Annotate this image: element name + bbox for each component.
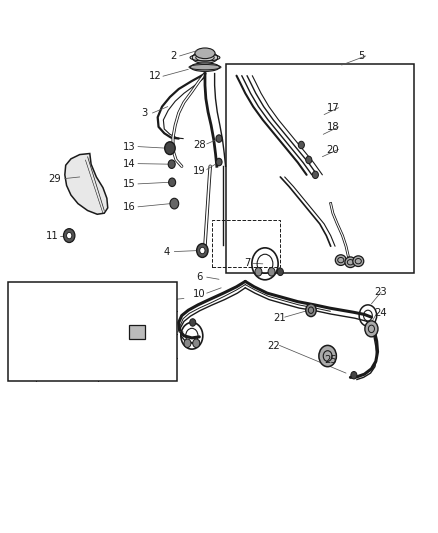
- Text: 13: 13: [123, 142, 135, 151]
- Text: 15: 15: [123, 179, 136, 189]
- Text: 10: 10: [193, 289, 205, 299]
- Circle shape: [64, 229, 75, 243]
- Text: 11: 11: [46, 231, 59, 240]
- Text: 7: 7: [244, 259, 251, 268]
- Text: 24: 24: [375, 309, 387, 318]
- Text: ⊕: ⊕: [19, 365, 25, 374]
- Text: 4: 4: [163, 247, 170, 256]
- Circle shape: [298, 141, 304, 149]
- Ellipse shape: [336, 255, 346, 265]
- Circle shape: [193, 339, 200, 348]
- Circle shape: [351, 372, 357, 379]
- Text: KEY  No.: KEY No.: [44, 292, 90, 301]
- Circle shape: [306, 156, 312, 164]
- Text: 23: 23: [375, 287, 387, 297]
- Circle shape: [197, 244, 208, 257]
- Text: 14: 14: [123, 159, 135, 168]
- Text: 21: 21: [273, 313, 286, 323]
- Ellipse shape: [353, 256, 364, 266]
- Polygon shape: [65, 154, 108, 214]
- Circle shape: [216, 135, 222, 142]
- Text: 1: 1: [144, 296, 150, 306]
- Bar: [212, 220, 280, 266]
- Text: 19: 19: [193, 166, 206, 175]
- Bar: [129, 326, 145, 338]
- Text: 12: 12: [149, 71, 162, 81]
- Text: 17: 17: [326, 103, 339, 112]
- Ellipse shape: [192, 52, 218, 63]
- Circle shape: [170, 198, 179, 209]
- Text: 16: 16: [123, 202, 136, 212]
- Text: 18: 18: [327, 122, 339, 132]
- Circle shape: [200, 247, 205, 254]
- Text: 3: 3: [141, 108, 148, 118]
- Circle shape: [255, 268, 262, 276]
- Text: 22: 22: [267, 342, 280, 351]
- Text: 8: 8: [122, 330, 128, 340]
- Circle shape: [165, 142, 175, 155]
- Ellipse shape: [191, 63, 219, 71]
- Circle shape: [168, 160, 175, 168]
- Text: ◆: ◆: [19, 318, 25, 327]
- Text: SHAPE: SHAPE: [123, 292, 152, 301]
- Circle shape: [312, 171, 318, 179]
- Circle shape: [277, 268, 283, 276]
- Circle shape: [216, 158, 222, 166]
- Circle shape: [365, 321, 378, 337]
- Bar: [226, 64, 414, 273]
- Text: ⊕: ⊕: [19, 341, 25, 350]
- Circle shape: [184, 339, 191, 348]
- Text: 5: 5: [358, 51, 364, 61]
- Circle shape: [268, 268, 275, 276]
- Bar: [8, 282, 177, 381]
- Text: 2: 2: [170, 51, 176, 61]
- Circle shape: [169, 178, 176, 187]
- Text: 25: 25: [324, 356, 337, 365]
- Text: 28: 28: [193, 140, 205, 150]
- Circle shape: [319, 345, 336, 367]
- Text: 20: 20: [327, 146, 339, 155]
- Circle shape: [306, 304, 316, 317]
- Text: 6: 6: [196, 272, 202, 282]
- Circle shape: [67, 232, 72, 239]
- Text: 29: 29: [48, 174, 61, 183]
- Ellipse shape: [345, 257, 356, 268]
- Ellipse shape: [195, 48, 215, 59]
- Circle shape: [190, 319, 196, 326]
